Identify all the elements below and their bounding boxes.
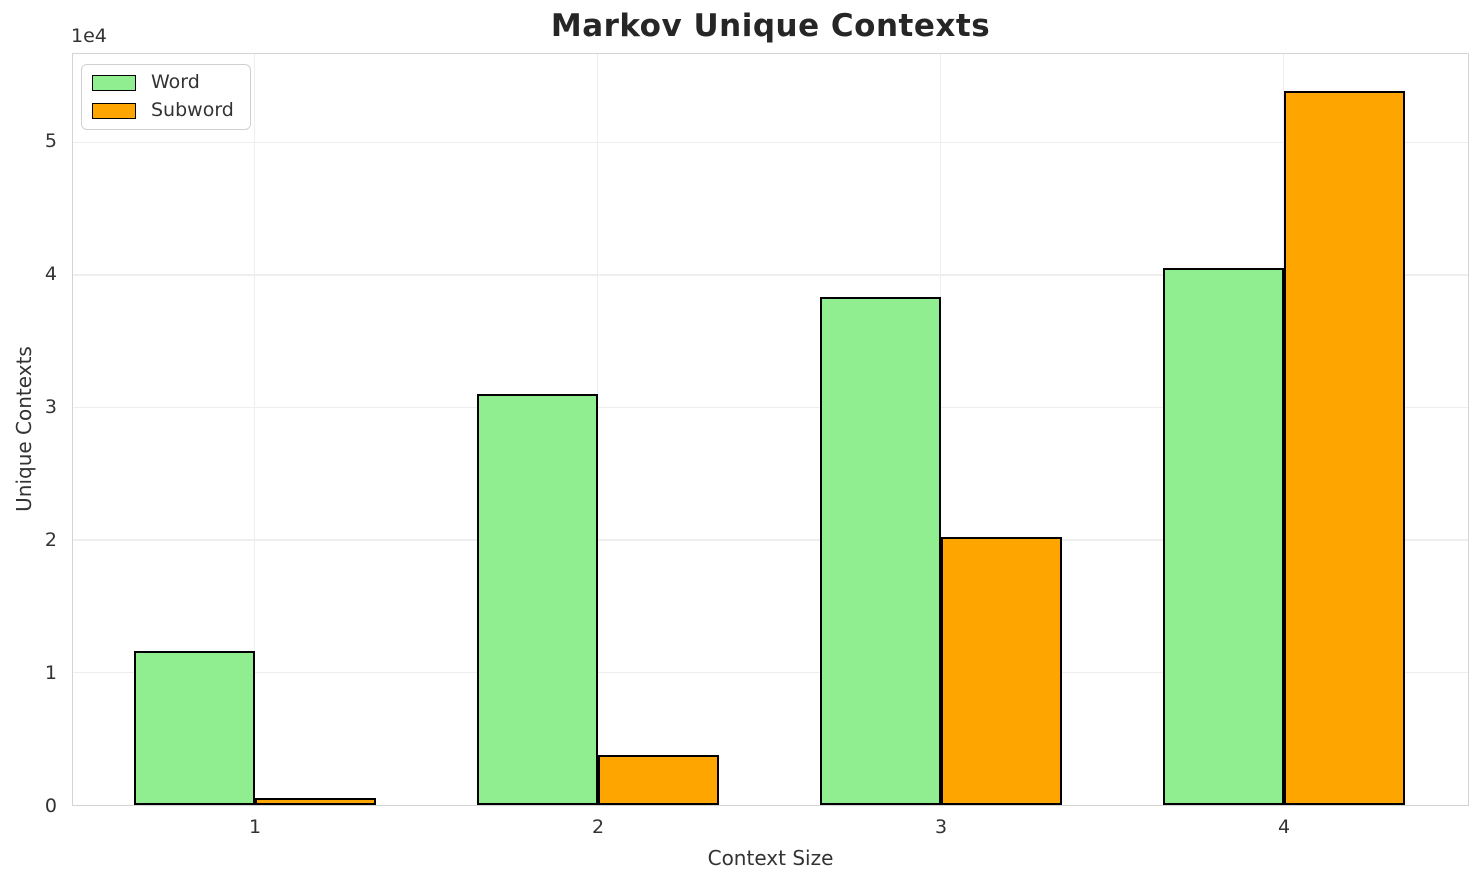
gridline-vertical — [596, 54, 599, 805]
bar-word-3 — [819, 297, 941, 805]
x-tick-label: 2 — [591, 816, 605, 838]
gridline-vertical — [939, 54, 942, 805]
gridline-horizontal — [73, 671, 1468, 674]
gridline-horizontal — [73, 274, 1468, 276]
x-axis-label: Context Size — [707, 846, 834, 870]
bar-subword-3 — [940, 537, 1062, 805]
y-tick-label: 2 — [44, 528, 57, 551]
y-axis-label: Unique Contexts — [12, 346, 36, 512]
y-tick-label: 0 — [44, 795, 57, 817]
bar-subword-1 — [254, 798, 376, 805]
bar-word-4 — [1162, 268, 1284, 805]
legend-swatch-subword — [92, 102, 136, 119]
legend-entry-subword: Subword — [92, 101, 234, 120]
legend: Word Subword — [81, 64, 251, 130]
gridline-horizontal — [73, 539, 1468, 541]
bar-subword-2 — [597, 755, 719, 805]
y-tick-label: 3 — [44, 395, 57, 418]
y-tick-label: 4 — [44, 262, 57, 285]
gridline-horizontal — [73, 406, 1468, 409]
legend-swatch-word — [92, 74, 136, 91]
legend-label-subword: Subword — [151, 99, 234, 121]
x-tick-label: 3 — [934, 816, 948, 838]
x-tick-label: 1 — [248, 816, 262, 838]
legend-label-word: Word — [151, 71, 200, 93]
gridline-horizontal — [73, 141, 1468, 144]
legend-entry-word: Word — [92, 73, 234, 92]
y-axis-offset-label: 1e4 — [71, 25, 107, 47]
bar-word-1 — [133, 651, 255, 805]
bar-word-2 — [476, 394, 598, 805]
plot-area — [72, 53, 1469, 806]
gridline-vertical — [253, 54, 256, 805]
bar-subword-4 — [1283, 91, 1405, 805]
chart-title: Markov Unique Contexts — [550, 8, 991, 44]
y-tick-label: 1 — [44, 661, 57, 684]
x-tick-label: 4 — [1277, 816, 1291, 838]
y-tick-label: 5 — [44, 129, 57, 152]
